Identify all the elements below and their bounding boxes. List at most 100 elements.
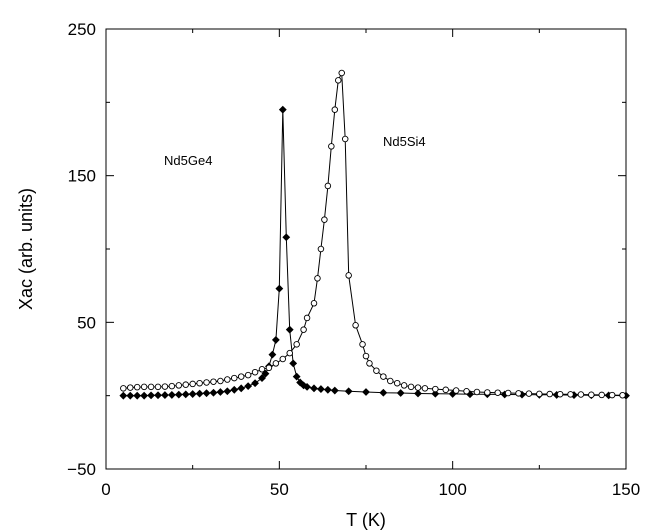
data-point — [217, 377, 224, 385]
data-point — [203, 379, 210, 386]
data-point — [352, 322, 359, 329]
y-tick-label: 250 — [68, 20, 96, 39]
data-point — [362, 352, 370, 360]
data-point — [261, 369, 270, 378]
data-point — [338, 69, 345, 77]
data-point — [387, 377, 394, 385]
data-point — [127, 384, 134, 391]
data-point — [400, 382, 408, 389]
data-point — [147, 391, 155, 400]
data-point — [303, 314, 311, 322]
data-point — [244, 371, 252, 379]
data-point — [504, 389, 512, 397]
data-point — [258, 366, 266, 373]
series-line — [123, 72, 623, 396]
data-point — [536, 390, 543, 398]
axis-ticks — [105, 28, 627, 470]
data-point — [442, 386, 449, 394]
data-point — [328, 143, 335, 150]
data-point — [303, 382, 311, 391]
data-point — [473, 388, 481, 396]
data-point — [588, 391, 595, 399]
data-point — [324, 182, 332, 190]
data-point — [120, 385, 127, 392]
data-point — [344, 387, 353, 396]
data-point — [133, 391, 142, 400]
data-point — [608, 391, 616, 399]
data-point — [188, 390, 197, 398]
x-tick-label: 50 — [270, 480, 289, 499]
data-point — [210, 378, 217, 385]
data-point — [140, 383, 148, 391]
data-point — [271, 336, 280, 344]
data-point — [567, 391, 574, 398]
data-point — [289, 359, 298, 368]
data-point — [310, 300, 318, 307]
data-point — [154, 391, 162, 400]
data-point — [237, 373, 245, 380]
data-point — [175, 382, 183, 389]
plot-frame — [105, 28, 627, 470]
data-point — [168, 382, 176, 390]
data-point — [556, 390, 564, 398]
data-point — [286, 349, 293, 357]
data-point — [293, 341, 300, 348]
data-point — [432, 385, 439, 393]
data-point — [167, 391, 176, 399]
annotation-nd5si4: Nd5Si4 — [383, 134, 426, 149]
y-tick-label: 150 — [68, 167, 96, 186]
data-point — [414, 384, 422, 391]
data-point — [244, 382, 253, 391]
y-tick-label: −50 — [67, 460, 96, 479]
data-point — [484, 389, 491, 396]
data-point — [345, 272, 352, 279]
data-point — [359, 341, 366, 348]
data-point — [237, 384, 246, 393]
data-point — [268, 350, 277, 359]
data-point — [546, 390, 553, 398]
data-point — [147, 383, 155, 391]
data-point — [373, 367, 380, 374]
data-point — [341, 135, 349, 143]
data-point — [182, 381, 189, 388]
data-point — [452, 387, 460, 394]
data-point — [154, 383, 162, 391]
data-point — [300, 326, 307, 333]
data-point — [494, 389, 501, 396]
data-point — [314, 275, 321, 282]
data-point — [292, 372, 301, 381]
data-point — [577, 391, 585, 398]
data-point — [161, 383, 169, 390]
data-point — [362, 388, 370, 396]
data-point — [202, 389, 211, 398]
data-point — [463, 388, 470, 395]
data-point — [174, 390, 183, 399]
y-tick-label: 50 — [77, 313, 96, 332]
data-point — [189, 380, 196, 388]
data-point — [421, 385, 429, 392]
data-point — [380, 373, 387, 380]
data-point — [209, 388, 218, 397]
data-point — [525, 390, 533, 397]
data-point — [272, 360, 280, 367]
data-point — [251, 368, 259, 376]
x-tick-label: 150 — [612, 480, 640, 499]
data-point — [224, 376, 231, 383]
series-nd5ge4 — [119, 105, 630, 400]
data-point — [278, 105, 287, 114]
data-point — [396, 389, 405, 397]
data-point — [279, 355, 287, 363]
data-point — [431, 389, 440, 398]
data-point — [216, 388, 225, 396]
data-point — [323, 385, 332, 394]
data-point — [275, 284, 284, 293]
data-point — [321, 216, 328, 223]
data-point — [119, 391, 128, 400]
data-point — [161, 391, 169, 399]
data-point — [310, 384, 318, 393]
data-point — [331, 106, 339, 113]
data-point — [414, 389, 422, 398]
annotation-nd5ge4: Nd5Ge4 — [164, 153, 212, 168]
data-point — [515, 390, 522, 397]
